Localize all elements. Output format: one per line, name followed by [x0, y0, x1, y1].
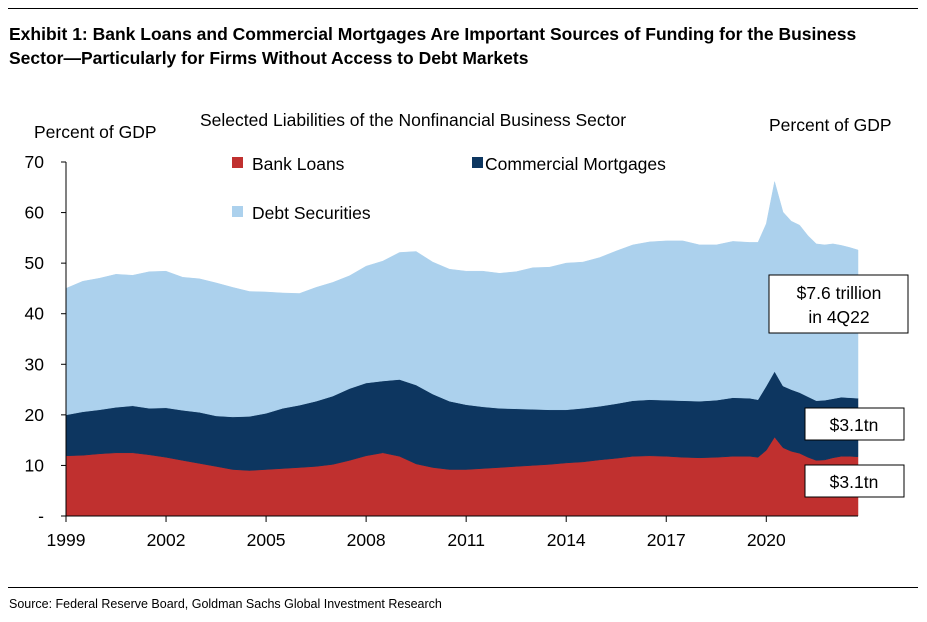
legend-swatch-commercial-mortgages [472, 157, 483, 168]
annotation-mortgages-text: $3.1tn [830, 415, 879, 435]
y-tick-label: - [38, 506, 44, 526]
annotation-bank-text: $3.1tn [830, 472, 879, 492]
annotation-debt-line2: in 4Q22 [808, 307, 869, 327]
annotation-box-debt-securities [768, 274, 909, 334]
chart-title: Selected Liabilities of the Nonfinancial… [200, 110, 626, 130]
top-rule [8, 8, 918, 9]
legend-label-commercial-mortgages: Commercial Mortgages [485, 154, 666, 174]
axes-layer: - 10 20 30 40 50 60 70 1999 2002 2005 2008 2011 2014 2… [25, 152, 858, 550]
area-debt-securities [65, 181, 859, 418]
exhibit-title-line2: Sector—Particularly for Firms Without Ac… [9, 48, 529, 68]
y-tick-label: 60 [25, 203, 45, 223]
legend-label-debt-securities: Debt Securities [252, 203, 371, 223]
exhibit-title: Exhibit 1: Bank Loans and Commercial Mor… [9, 22, 909, 70]
area-layer [65, 181, 859, 517]
x-tick-label: 1999 [47, 530, 86, 550]
y-tick-label: 30 [25, 354, 45, 374]
x-tick-label: 2008 [347, 530, 386, 550]
exhibit-title-line1: Exhibit 1: Bank Loans and Commercial Mor… [9, 24, 857, 44]
y-tick-label: 20 [25, 405, 45, 425]
x-tick-label: 2017 [647, 530, 686, 550]
legend-label-bank-loans: Bank Loans [252, 154, 345, 174]
source-note: Source: Federal Reserve Board, Goldman S… [9, 597, 442, 611]
x-tick-label: 2014 [547, 530, 586, 550]
x-tick-label: 2020 [747, 530, 786, 550]
annotation-debt-line1: $7.6 trillion [797, 283, 882, 303]
legend-swatch-bank-loans [232, 157, 243, 168]
annotation-debt-securities: $7.6 trillion in 4Q22 [768, 274, 909, 334]
y-tick-label: 10 [25, 455, 45, 475]
legend: Bank Loans Commercial Mortgages Debt Sec… [232, 154, 666, 223]
annotation-commercial-mortgages: $3.1tn [804, 407, 905, 441]
bottom-rule [8, 587, 918, 588]
legend-swatch-debt-securities [232, 206, 243, 217]
y-tick-label: 50 [25, 253, 45, 273]
y-tick-label: 70 [25, 152, 45, 172]
y-axis-label-right: Percent of GDP [769, 115, 892, 135]
y-axis-label-left: Percent of GDP [34, 122, 157, 142]
x-tick-label: 2011 [447, 530, 485, 550]
annotation-box-commercial-mortgages [804, 407, 905, 441]
annotation-bank-loans: $3.1tn [804, 464, 905, 498]
x-tick-label: 2005 [247, 530, 286, 550]
x-tick-label: 2002 [147, 530, 186, 550]
y-tick-label: 40 [25, 304, 45, 324]
annotation-box-bank-loans [804, 464, 905, 498]
